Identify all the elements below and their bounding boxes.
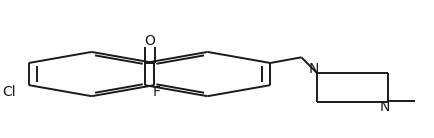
Text: N: N [309,62,319,76]
Text: N: N [379,100,390,114]
Text: O: O [144,34,155,48]
Text: Cl: Cl [2,85,16,99]
Text: F: F [152,85,161,99]
